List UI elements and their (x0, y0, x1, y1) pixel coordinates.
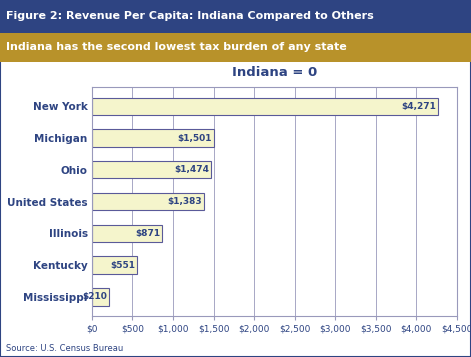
Bar (92, 256, 137, 274)
Text: Figure 2: Revenue Per Capita: Indiana Compared to Others: Figure 2: Revenue Per Capita: Indiana Co… (6, 11, 374, 21)
Bar (92, 225, 162, 242)
Text: $210: $210 (82, 292, 107, 301)
Text: $4,271: $4,271 (402, 102, 437, 111)
Text: Indiana has the second lowest tax burden of any state: Indiana has the second lowest tax burden… (6, 42, 346, 52)
Text: $551: $551 (110, 261, 135, 270)
Bar (92, 288, 109, 306)
Bar (92, 129, 214, 147)
Bar (92, 161, 211, 178)
Bar (92, 97, 439, 115)
Text: $1,501: $1,501 (178, 134, 212, 142)
Text: Indiana = 0: Indiana = 0 (232, 66, 317, 79)
Text: $871: $871 (136, 229, 161, 238)
Text: $1,474: $1,474 (175, 165, 210, 174)
Text: Source: U.S. Census Bureau: Source: U.S. Census Bureau (6, 345, 123, 353)
Text: $1,383: $1,383 (168, 197, 203, 206)
Bar (92, 193, 204, 210)
